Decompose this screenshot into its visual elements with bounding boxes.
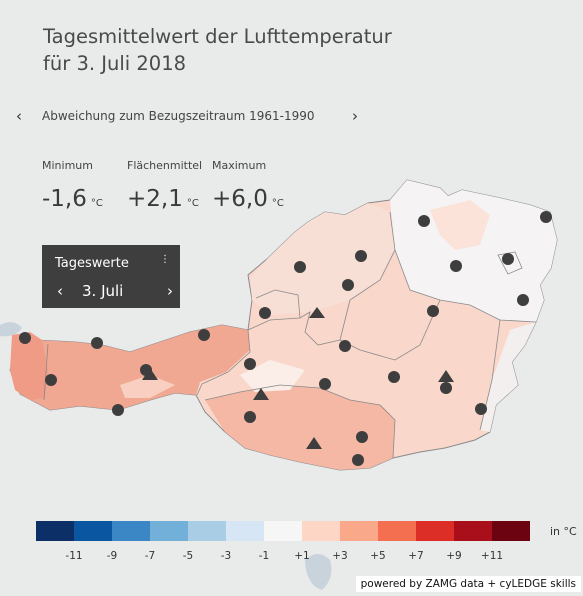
legend-tick-label: +11 — [480, 550, 504, 562]
lower-austria-region — [390, 180, 557, 322]
maximum-value: +6,0 °C — [212, 186, 284, 212]
subtitle-nav: ‹ Abweichung zum Bezugszeitraum 1961-199… — [16, 107, 366, 127]
legend-tick-label: +5 — [370, 550, 386, 562]
legend-unit: in °C — [550, 525, 577, 538]
minimum-number: -1,6 — [42, 186, 87, 212]
legend-swatch-6 — [264, 521, 302, 541]
legend-tick-label: +7 — [408, 550, 424, 562]
minimum-unit: °C — [90, 198, 103, 209]
legend-tick-label: -5 — [182, 550, 194, 562]
legend-swatch-11 — [454, 521, 492, 541]
legend-swatch-5 — [226, 521, 264, 541]
upper-austria-region — [250, 203, 395, 315]
legend-swatch-2 — [112, 521, 150, 541]
legend-tick-label: -7 — [144, 550, 156, 562]
waldviertel-warm — [430, 200, 490, 250]
legend-swatch-4 — [188, 521, 226, 541]
chevron-left-icon[interactable]: ‹ — [16, 107, 22, 125]
legend-swatch-10 — [416, 521, 454, 541]
tyrol-region — [10, 325, 250, 410]
legend-swatch-8 — [340, 521, 378, 541]
day-selector-title: Tageswerte — [55, 256, 129, 271]
legend-tick-label: -9 — [106, 550, 118, 562]
legend-swatch-9 — [378, 521, 416, 541]
legend-tick-label: +3 — [332, 550, 348, 562]
title-line-1: Tagesmittelwert der Lufttemperatur — [43, 25, 392, 48]
burgenland-region — [480, 322, 536, 432]
subtitle-label: Abweichung zum Bezugszeitraum 1961-1990 — [42, 109, 315, 123]
lake-constance — [0, 322, 22, 337]
vorarlberg-region — [10, 332, 48, 400]
alpine-cold-2 — [120, 375, 175, 398]
alpine-cold-1 — [240, 360, 305, 392]
maximum-label: Maximum — [212, 159, 267, 172]
legend-tick-label: -11 — [65, 550, 83, 562]
minimum-value: -1,6 °C — [42, 186, 103, 212]
maximum-unit: °C — [271, 198, 284, 209]
carinthia-region — [205, 385, 395, 470]
legend-tick-label: -3 — [220, 550, 232, 562]
legend-swatch-7 — [302, 521, 340, 541]
maximum-number: +6,0 — [212, 186, 268, 212]
day-selector: Tageswerte ⋮ ‹ 3. Juli › — [42, 245, 180, 308]
page-title: Tagesmittelwert der Lufttemperatur für 3… — [43, 23, 392, 77]
minimum-label: Minimum — [42, 159, 93, 172]
legend-swatch-12 — [492, 521, 530, 541]
chevron-right-icon[interactable]: › — [167, 282, 173, 300]
mean-label: Flächenmittel — [127, 159, 203, 172]
legend-swatch-1 — [74, 521, 112, 541]
selected-date: 3. Juli — [82, 282, 124, 300]
legend-swatch-0 — [36, 521, 74, 541]
lake-garda — [305, 554, 332, 590]
legend-swatch-3 — [150, 521, 188, 541]
title-line-2: für 3. Juli 2018 — [43, 52, 187, 75]
legend-tick-label: -1 — [258, 550, 270, 562]
vertical-dots-icon[interactable]: ⋮ — [160, 254, 170, 265]
legend-tick-label: +1 — [294, 550, 310, 562]
legend-tick-label: +9 — [446, 550, 462, 562]
mean-value: +2,1 °C — [127, 186, 199, 212]
credit-label: powered by ZAMG data + cyLEDGE skills — [355, 576, 581, 592]
chevron-left-icon[interactable]: ‹ — [57, 282, 63, 300]
chevron-right-icon[interactable]: › — [352, 107, 358, 125]
mean-number: +2,1 — [127, 186, 183, 212]
color-legend — [36, 521, 530, 541]
mean-unit: °C — [186, 198, 199, 209]
